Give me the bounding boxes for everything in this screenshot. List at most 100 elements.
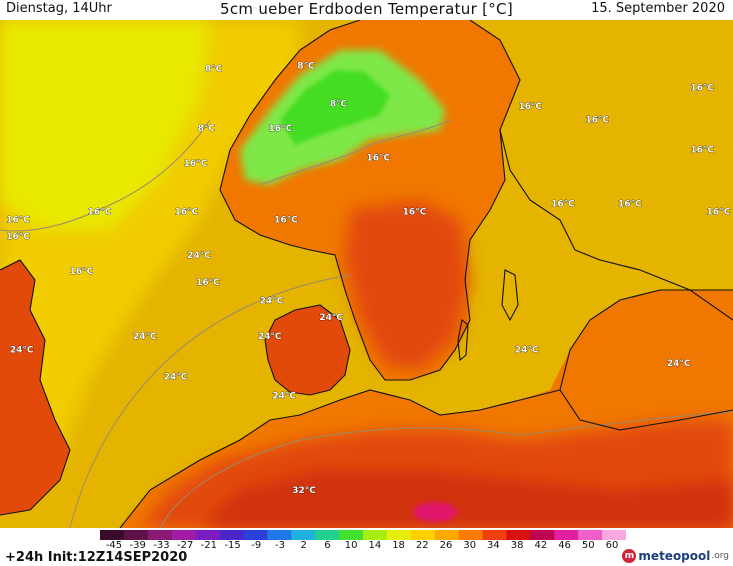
norwegian-mountains-cold-core <box>280 70 390 145</box>
legend-tick: -27 <box>176 540 194 551</box>
forecast-date: 15. September 2020 <box>591 1 725 16</box>
coast-scandinavia <box>219 20 521 381</box>
legend-swatch <box>147 530 173 540</box>
temperature-label: 16°C <box>551 199 575 209</box>
legend-swatch <box>410 530 436 540</box>
temperature-label: 8°C <box>297 62 315 72</box>
legend-tick: 38 <box>510 540 524 551</box>
brand-tld: .org <box>711 551 729 561</box>
coast-baltic <box>559 289 733 431</box>
legend-swatch <box>267 530 292 540</box>
coast-finland <box>499 129 733 321</box>
sweden-warm-core <box>345 200 470 370</box>
coastlines <box>0 20 733 528</box>
legend-colorbar <box>100 530 626 540</box>
legend-tick: 18 <box>392 540 405 551</box>
legend-tick: 10 <box>344 540 358 551</box>
legend-tick: 14 <box>368 540 382 551</box>
legend-swatch <box>339 530 364 540</box>
legend-swatch <box>554 530 579 540</box>
temperature-label: 24°C <box>258 332 282 342</box>
legend-tick: 50 <box>581 540 595 551</box>
isotherm-contour <box>0 119 211 232</box>
legend-swatch <box>530 530 555 540</box>
central-europe-very-hot-field <box>200 470 733 528</box>
legend-swatch <box>100 530 125 540</box>
temperature-label: 8°C <box>198 124 216 134</box>
temperature-label: 16°C <box>618 199 642 209</box>
meteopool-logo-icon: m <box>622 549 637 563</box>
legend-tick: 42 <box>534 540 548 551</box>
legend-swatch <box>434 530 460 540</box>
legend-swatch <box>386 530 412 540</box>
legend-tick-labels: -45 -39 -33 -27 -21 -15 -9 -3 2 6 10 14 18 22 26 30 34 38… <box>0 540 733 552</box>
temperature-label: 24°C <box>667 359 691 369</box>
coast-europe <box>119 389 561 528</box>
temperature-label: 24°C <box>187 251 211 261</box>
legend-swatch <box>602 530 626 540</box>
legend-tick: 2 <box>300 540 307 551</box>
legend-swatch <box>243 530 268 540</box>
temperature-label: 16°C <box>70 267 94 277</box>
coast-gotland <box>501 269 519 322</box>
legend-swatch <box>195 530 221 540</box>
legend-tick: 34 <box>487 540 500 551</box>
isotherm-contours <box>0 119 733 528</box>
uk-land <box>0 260 70 515</box>
map-title: 5cm ueber Erdboden Temperatur [°C] <box>220 0 513 18</box>
legend-swatch <box>123 530 149 540</box>
temperature-label: 24°C <box>515 345 539 355</box>
legend-swatch <box>291 530 316 540</box>
legend-tick: -45 <box>105 540 123 551</box>
temperature-label: 16°C <box>6 216 30 226</box>
coast-oland <box>457 318 469 362</box>
temperature-label: 24°C <box>272 391 296 401</box>
legend-swatch <box>506 530 531 540</box>
temperature-label: 16°C <box>707 208 731 218</box>
legend-tick: -33 <box>153 540 170 551</box>
temperature-label: 16°C <box>269 124 293 134</box>
legend-swatch <box>315 530 340 540</box>
coast-denmark <box>264 304 351 396</box>
temperature-label: 16°C <box>690 83 714 93</box>
legend-tick: -15 <box>224 540 241 551</box>
legend-tick: -3 <box>275 540 285 551</box>
legend-tick: 26 <box>439 540 453 551</box>
finland-russia-land <box>500 20 733 320</box>
temperature-label: 16°C <box>518 102 542 112</box>
legend-swatch <box>363 530 388 540</box>
isotherm-contour <box>159 411 733 528</box>
forecast-day-time: Dienstag, 14Uhr <box>6 1 112 16</box>
temperature-label: 24°C <box>164 372 188 382</box>
temperature-label: 16°C <box>690 145 714 155</box>
legend-tick: 60 <box>605 540 619 551</box>
legend-swatch <box>171 530 197 540</box>
temperature-label: 24°C <box>260 297 284 307</box>
temperature-label: 16°C <box>88 208 112 218</box>
legend-swatch <box>458 530 484 540</box>
temperature-label: 24°C <box>10 345 34 355</box>
temperature-label: 24°C <box>133 332 157 342</box>
temperature-label: 16°C <box>274 216 298 226</box>
legend-swatch <box>219 530 245 540</box>
temperature-label: 16°C <box>184 159 208 169</box>
legend-swatch <box>482 530 508 540</box>
legend-tick: 46 <box>558 540 571 551</box>
temperature-label: 16°C <box>585 116 609 126</box>
legend-tick: 30 <box>463 540 477 551</box>
brand-name: meteopool <box>638 549 711 563</box>
temperature-label: 16°C <box>175 208 199 218</box>
temperature-label: 16°C <box>196 278 220 288</box>
legend-tick: -9 <box>251 540 262 551</box>
legend-swatch <box>578 530 603 540</box>
temperature-label: 8°C <box>205 64 223 74</box>
color-legend: -45 -39 -33 -27 -21 -15 -9 -3 2 6 10 14 18 22 26 30 34 38… <box>0 528 733 566</box>
brand-logo: m meteopool .org <box>622 548 729 564</box>
norwegian-sea-cool-field <box>0 20 210 230</box>
temperature-label: 16°C <box>6 232 30 242</box>
denmark-land <box>265 305 350 395</box>
coast-uk <box>0 259 71 516</box>
temperature-label: 16°C <box>403 208 427 218</box>
legend-tick: -39 <box>129 540 146 551</box>
header: Dienstag, 14Uhr 5cm ueber Erdboden Tempe… <box>0 0 733 20</box>
